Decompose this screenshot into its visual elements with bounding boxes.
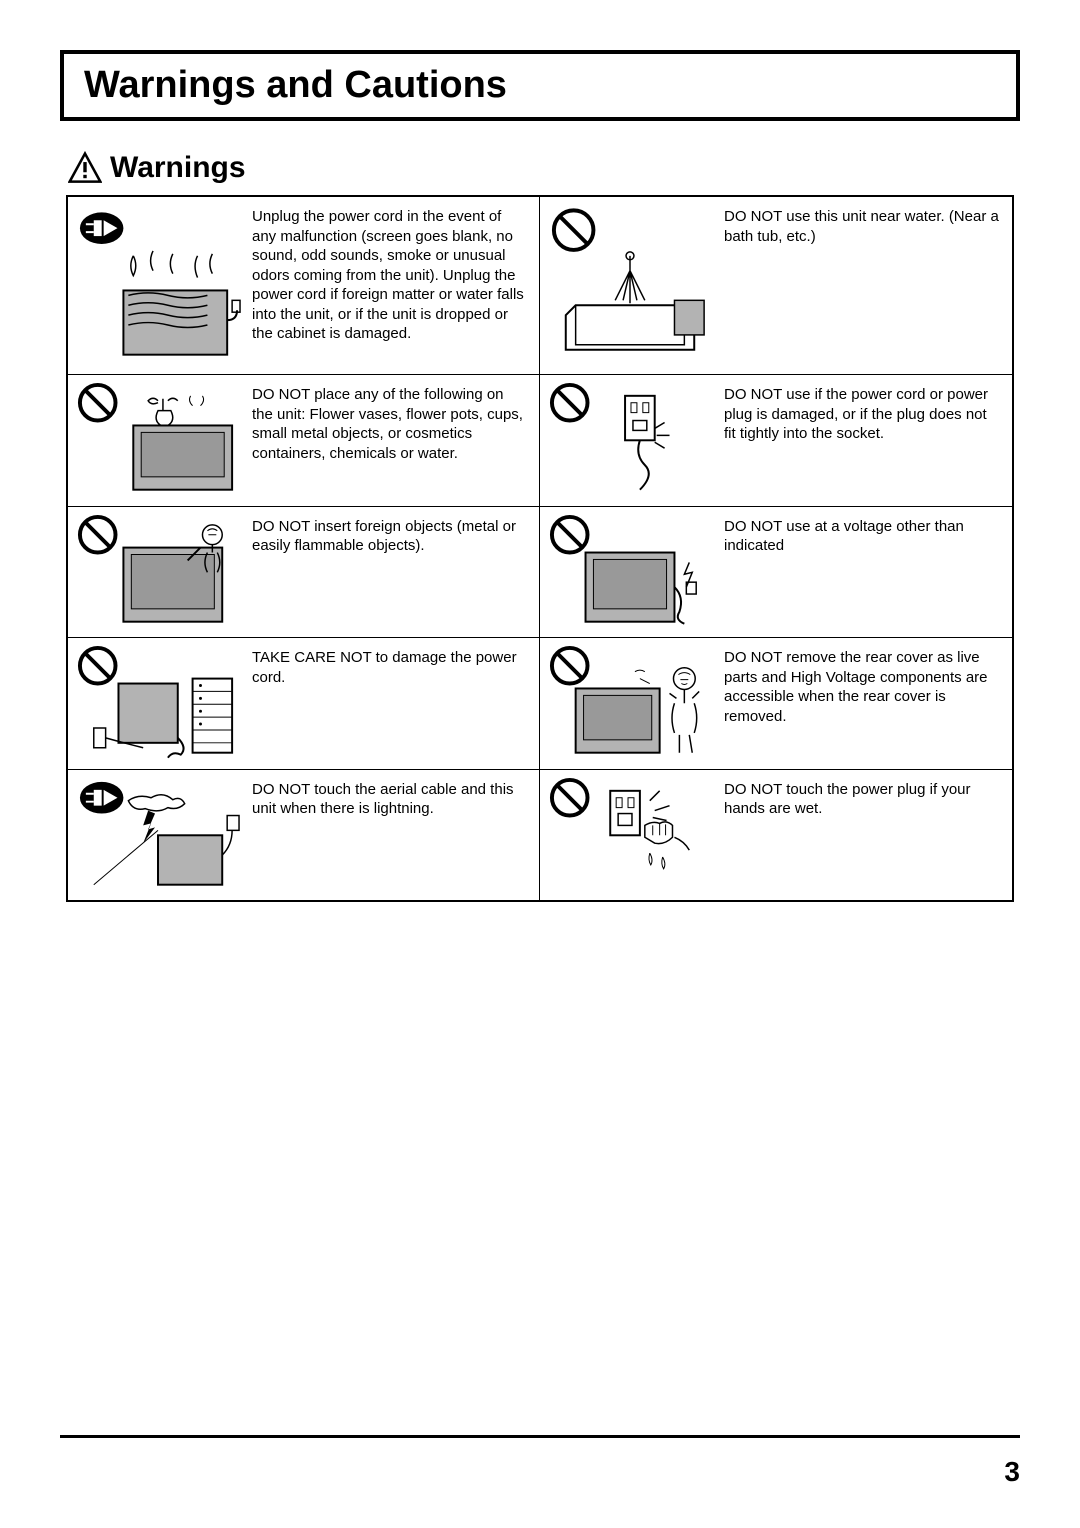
footer-divider	[60, 1435, 1020, 1438]
warning-text: DO NOT remove the rear cover as live par…	[720, 638, 1012, 769]
warning-text: DO NOT use this unit near water. (Near a…	[720, 197, 1012, 374]
illustration	[68, 770, 248, 901]
warnings-grid: Unplug the power cord in the event of an…	[66, 195, 1014, 902]
warning-cell: DO NOT touch the power plug if your hand…	[540, 770, 1012, 901]
unplug-lightning-icon	[74, 776, 242, 895]
subtitle: Warnings	[110, 151, 246, 185]
illustration	[68, 375, 248, 506]
warning-cell: TAKE CARE NOT to damage the power cord.	[68, 638, 540, 770]
warning-text: DO NOT touch the aerial cable and this u…	[248, 770, 539, 901]
warning-cell: DO NOT insert foreign objects (metal or …	[68, 507, 540, 639]
warning-cell: DO NOT place any of the following on the…	[68, 375, 540, 507]
illustration	[68, 507, 248, 638]
prohibit-water-icon	[546, 203, 714, 368]
warning-text: DO NOT insert foreign objects (metal or …	[248, 507, 539, 638]
illustration	[540, 507, 720, 638]
prohibit-voltage-icon	[546, 513, 714, 632]
warning-text: DO NOT touch the power plug if your hand…	[720, 770, 1012, 901]
prohibit-foreign-object-icon	[74, 513, 242, 632]
illustration	[540, 197, 720, 374]
illustration	[540, 375, 720, 506]
illustration	[68, 197, 248, 374]
illustration	[540, 770, 720, 901]
prohibit-vase-icon	[74, 381, 242, 500]
prohibit-rear-cover-icon	[546, 644, 714, 763]
warning-text: DO NOT use if the power cord or power pl…	[720, 375, 1012, 506]
warning-cell: DO NOT use this unit near water. (Near a…	[540, 197, 1012, 375]
warning-cell: DO NOT touch the aerial cable and this u…	[68, 770, 540, 901]
warning-triangle-icon	[68, 151, 102, 185]
warning-text: DO NOT place any of the following on the…	[248, 375, 539, 506]
page-title: Warnings and Cautions	[84, 64, 996, 107]
prohibit-damaged-cord-icon	[546, 381, 714, 500]
illustration	[68, 638, 248, 769]
prohibit-cord-damage-icon	[74, 644, 242, 763]
page-number: 3	[1004, 1456, 1020, 1488]
warning-cell: DO NOT use if the power cord or power pl…	[540, 375, 1012, 507]
warning-text: TAKE CARE NOT to damage the power cord.	[248, 638, 539, 769]
subtitle-row: Warnings	[68, 151, 1020, 185]
warning-cell: DO NOT use at a voltage other than indic…	[540, 507, 1012, 639]
unplug-smoke-icon	[74, 203, 242, 368]
warning-text: DO NOT use at a voltage other than indic…	[720, 507, 1012, 638]
prohibit-wet-hands-icon	[546, 776, 714, 895]
warning-cell: DO NOT remove the rear cover as live par…	[540, 638, 1012, 770]
illustration	[540, 638, 720, 769]
warning-cell: Unplug the power cord in the event of an…	[68, 197, 540, 375]
warning-text: Unplug the power cord in the event of an…	[248, 197, 539, 374]
title-box: Warnings and Cautions	[60, 50, 1020, 121]
